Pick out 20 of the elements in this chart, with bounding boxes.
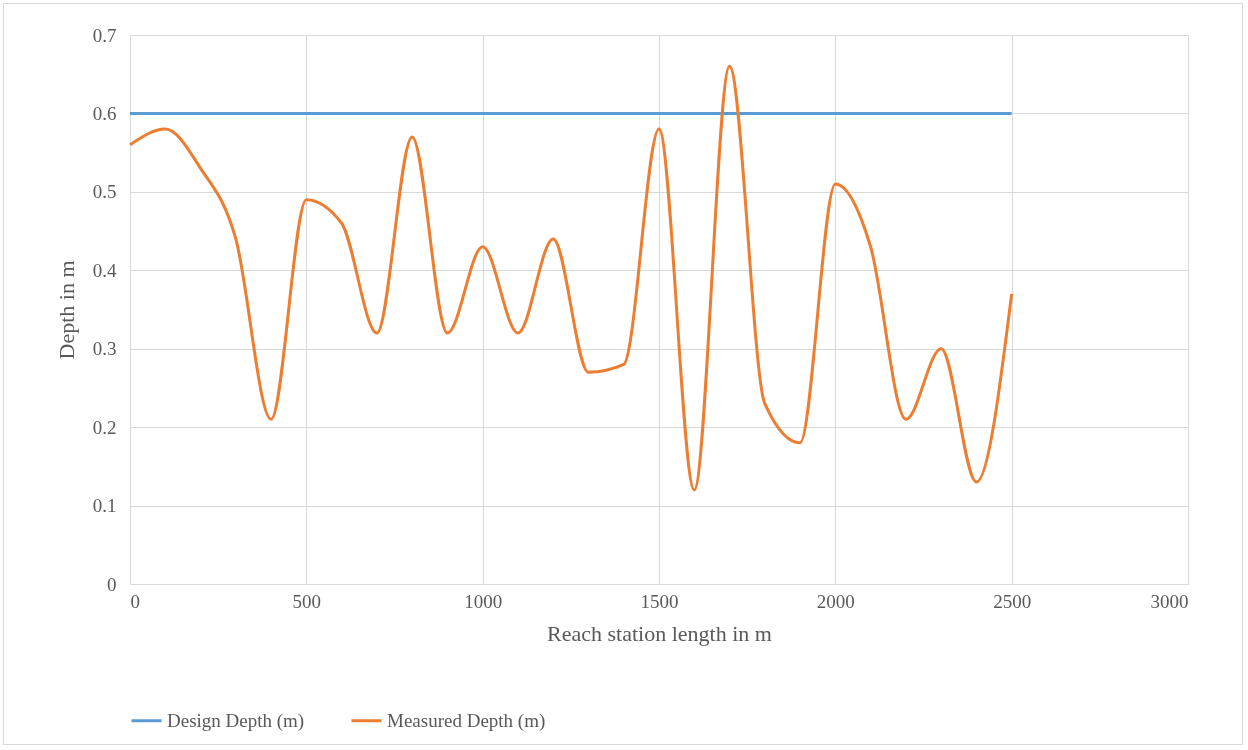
x-tick-label: 3000 <box>1150 590 1189 612</box>
y-tick-label: 0.2 <box>92 416 117 438</box>
x-tick-label: 500 <box>292 590 322 612</box>
y-tick-label: 0.7 <box>92 24 117 46</box>
x-tick-label: 0 <box>130 590 140 612</box>
y-tick-label: 0.6 <box>92 102 117 124</box>
legend-label: Design Depth (m) <box>167 709 305 732</box>
x-tick-label: 2500 <box>993 590 1032 612</box>
legend-label: Measured Depth (m) <box>387 709 546 732</box>
x-tick-label: 1500 <box>640 590 679 612</box>
x-axis-title: Reach station length in m <box>547 620 772 646</box>
y-tick-label: 0 <box>107 573 117 595</box>
y-tick-label: 0.4 <box>92 259 117 281</box>
y-axis-title: Depth in m <box>53 260 79 360</box>
x-tick-label: 1000 <box>464 590 503 612</box>
y-tick-label: 0.3 <box>92 338 117 360</box>
x-tick-label: 2000 <box>816 590 855 612</box>
line-series <box>128 64 1014 492</box>
y-tick-label: 0.5 <box>92 181 117 203</box>
y-tick-label: 0.1 <box>92 495 117 517</box>
